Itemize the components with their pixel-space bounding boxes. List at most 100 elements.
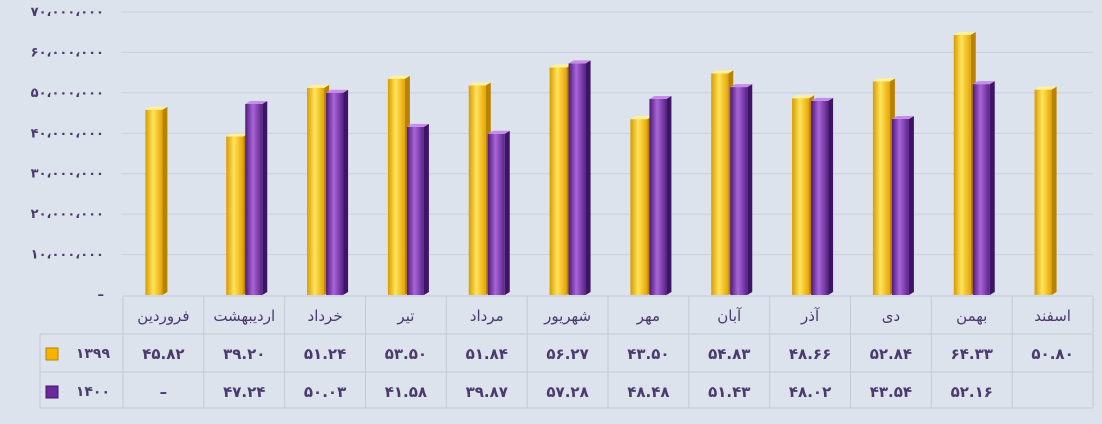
gridlines [121,11,1093,256]
category-label: مهر [636,307,660,325]
bar-cap [387,75,410,79]
bar-cap [811,97,834,101]
bar [145,106,168,295]
bar-cap [730,84,753,88]
bar-face [730,87,748,295]
y-tick-label: ۶۰،۰۰۰،۰۰۰ [31,45,104,60]
bars [145,31,1057,296]
data-label: ۳۹.۲۰ [223,345,265,363]
bar-face [1034,89,1052,295]
bar [792,95,815,296]
bar [245,101,268,295]
bar-cap [145,106,168,110]
bar [953,31,976,295]
category-label: بهمن [956,307,987,325]
bar-cap [649,96,672,100]
data-table: فروردین اردیبهشت خرداد تیر مرداد شهریور مهر آبا… [39,295,1094,409]
data-label: ۵۱.۴۳ [708,383,750,401]
legend-label: ۱۴۰۰ [76,384,110,400]
bar-cap [487,130,510,134]
bar-face [953,34,971,295]
data-label: ۵۷.۲۸ [546,383,588,401]
bar-side [989,81,995,295]
bar-side [747,84,753,295]
bar [468,82,491,295]
bar-cap [1034,86,1057,90]
data-label: ۵۰.۰۳ [304,383,346,401]
bar-cap [792,95,815,99]
category-label: دی [882,307,900,325]
bar-face [649,99,667,295]
legend-label: ۱۳۹۹ [76,346,111,362]
data-label: ۵۱.۸۴ [466,345,508,363]
data-label: ۵۶.۲۷ [546,345,588,363]
data-label: ۴۸.۶۶ [789,345,831,363]
data-label: ۶۴.۳۳ [951,345,993,363]
bar [730,84,753,295]
bar [711,70,734,295]
bar-face [226,136,244,295]
bar-face [549,67,567,296]
bar-face [872,81,890,295]
category-label: اسفند [1034,307,1071,325]
y-tick-label: – [98,288,105,303]
category-label: خرداد [308,307,343,325]
bar [1034,86,1057,295]
category-label: آبان [717,307,742,325]
bar [811,97,834,295]
bar-face [307,87,325,296]
data-label: ۴۱.۵۸ [385,383,427,401]
legend-swatch [45,385,59,399]
bar-cap [891,115,914,119]
data-label: ۳۹.۸۷ [466,383,508,401]
category-label: اردیبهشت [213,307,275,325]
bar-face [326,92,344,295]
bar [630,116,653,295]
data-label: ۴۵.۸۲ [142,345,184,363]
bar-face [387,78,405,295]
y-tick-label: ۵۰،۰۰۰،۰۰۰ [31,86,104,101]
bar [549,64,572,296]
y-tick-label: ۲۰،۰۰۰،۰۰۰ [31,207,104,222]
data-label: ۵۲.۸۴ [870,345,912,363]
category-label: فروردین [137,307,189,325]
bar-face [145,109,163,295]
bar-cap [953,31,976,35]
category-label: مرداد [470,307,504,325]
bar-cap [326,89,349,93]
bar-face [711,73,729,295]
bar-cap [406,123,429,127]
bar [972,81,995,295]
bar-face [891,118,909,295]
y-tick-label: ۷۰،۰۰۰،۰۰۰ [31,5,104,20]
y-tick-label: ۴۰،۰۰۰،۰۰۰ [31,126,104,141]
bar [891,115,914,295]
bar-cap [872,78,895,82]
legend-swatch [45,347,59,361]
bar-face [487,133,505,295]
bar-side [262,101,268,295]
data-label: ۵۰.۸۰ [1031,345,1073,363]
bar [872,78,895,295]
bar [406,123,429,295]
data-label: ۴۳.۵۴ [870,383,912,401]
bar-side [1051,86,1057,295]
bar-cap [568,60,591,64]
data-label: ۵۱.۲۴ [304,345,346,363]
bar [387,75,410,295]
bar-face [468,85,486,295]
bar-cap [549,64,572,68]
bar [568,60,591,296]
bar-side [162,106,168,295]
bar [649,96,672,295]
bar-face [406,126,424,295]
category-label: تیر [396,307,414,325]
bar-cap [468,82,491,86]
data-label: ۴۸.۰۲ [789,383,831,401]
bar-face [792,98,810,296]
data-label: ۴۸.۴۸ [627,383,669,401]
bar-side [908,115,914,295]
bar [326,89,349,295]
bar-face [630,119,648,295]
